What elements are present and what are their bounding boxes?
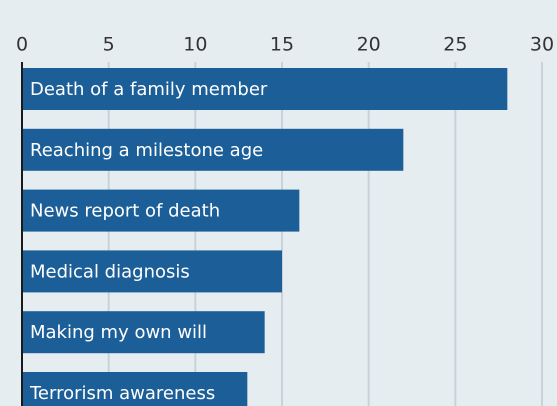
bar xyxy=(22,68,508,110)
bar xyxy=(22,128,404,171)
x-tick-label: 15 xyxy=(270,34,294,56)
bar-label: Medical diagnosis xyxy=(30,261,190,282)
x-tick-label: 25 xyxy=(443,34,467,56)
x-tick-label: 20 xyxy=(357,34,381,56)
bar-label: Death of a family member xyxy=(30,79,268,100)
bar xyxy=(22,189,300,232)
bar xyxy=(22,250,282,293)
bar-label: News report of death xyxy=(30,201,220,222)
bar-label: Terrorism awareness xyxy=(29,383,215,404)
x-tick-label: 5 xyxy=(103,34,115,56)
bar-label: Making my own will xyxy=(30,322,207,343)
x-tick-label: 30 xyxy=(530,34,554,56)
x-tick-label: 10 xyxy=(183,34,207,56)
bar xyxy=(22,372,248,406)
x-tick-label: 0 xyxy=(16,34,28,56)
bar xyxy=(22,311,265,354)
bar-label: Reaching a milestone age xyxy=(30,140,263,161)
